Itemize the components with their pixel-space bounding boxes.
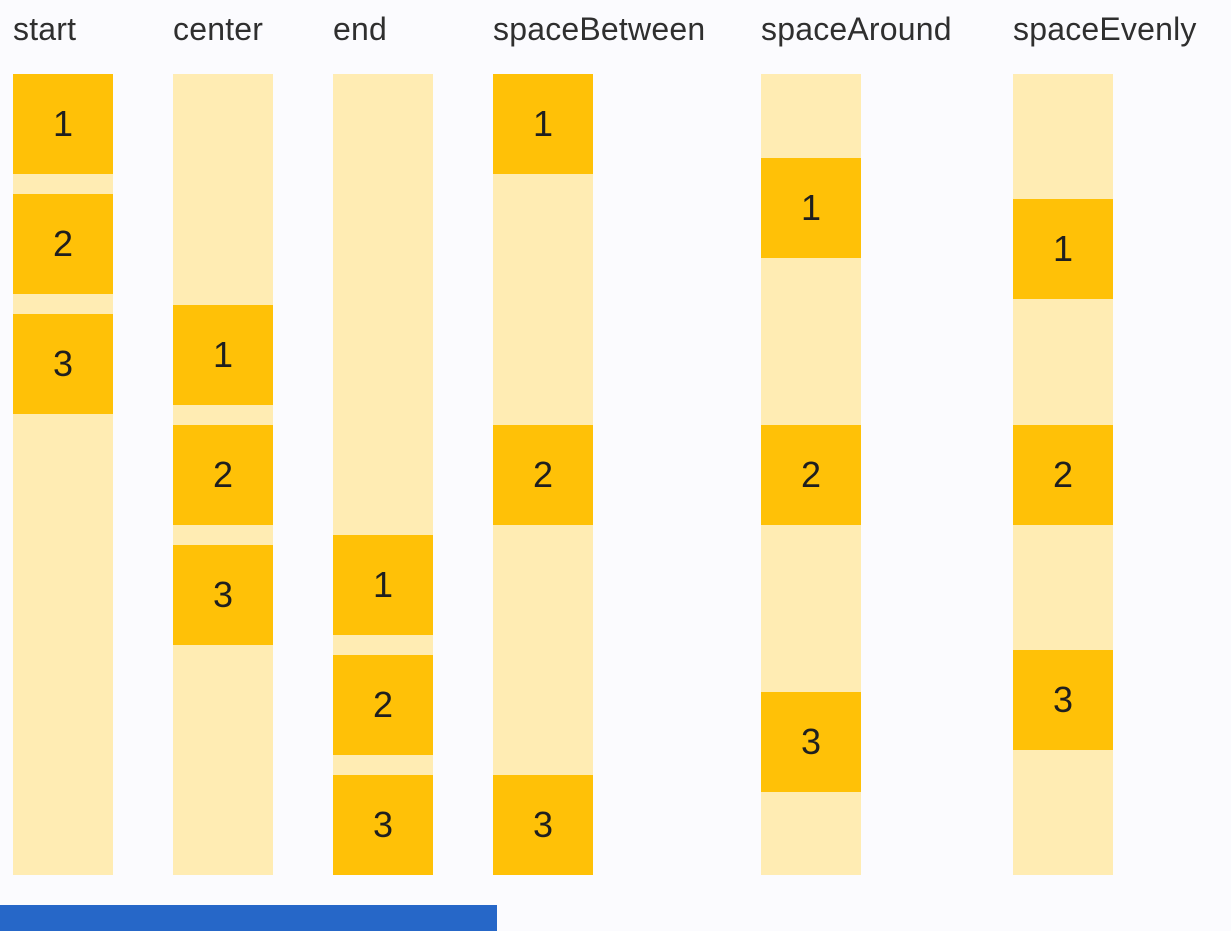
flex-item: 2 — [173, 424, 273, 525]
flex-column-track-end: 1 2 3 — [333, 74, 433, 875]
flex-column-track-spaceBetween: 1 2 3 — [493, 74, 593, 875]
flex-item: 1 — [333, 535, 433, 635]
flex-item: 1 — [761, 157, 861, 258]
column-label: end — [333, 11, 387, 47]
flex-column-track-start: 1 2 3 — [13, 74, 113, 875]
flex-column-track-spaceAround: 1 2 3 — [761, 74, 861, 875]
column-label: spaceBetween — [493, 11, 706, 47]
flex-item: 2 — [761, 424, 861, 525]
flex-item: 3 — [1013, 649, 1113, 750]
flex-column-track-center: 1 2 3 — [173, 74, 273, 875]
flex-item: 1 — [13, 74, 113, 174]
flex-item: 3 — [761, 691, 861, 792]
flex-item: 3 — [173, 544, 273, 645]
flex-item: 2 — [333, 655, 433, 755]
flex-item: 3 — [333, 775, 433, 875]
flex-item: 1 — [493, 74, 593, 174]
flex-item: 2 — [1013, 424, 1113, 525]
flex-item: 2 — [493, 424, 593, 525]
flex-item: 1 — [1013, 199, 1113, 300]
column-label: spaceAround — [761, 11, 952, 47]
flex-item: 3 — [493, 775, 593, 875]
flex-item: 3 — [13, 314, 113, 414]
flex-column-track-spaceEvenly: 1 2 3 — [1013, 74, 1113, 875]
column-label: start — [13, 11, 77, 47]
flex-item: 1 — [173, 304, 273, 405]
column-label: center — [173, 11, 264, 47]
flex-item: 2 — [13, 194, 113, 294]
bottom-blue-bar — [0, 905, 497, 931]
column-label: spaceEvenly — [1013, 11, 1197, 47]
